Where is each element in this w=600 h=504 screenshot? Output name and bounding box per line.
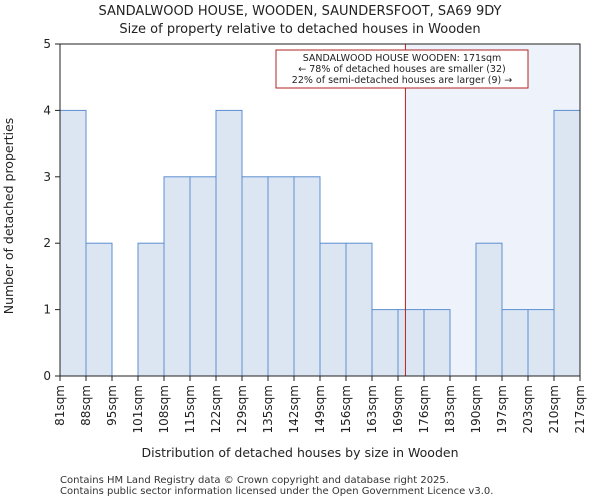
x-tick-label: 210sqm [547, 385, 561, 433]
annotation-frame [275, 49, 529, 89]
x-tick-label: 115sqm [183, 385, 197, 433]
bar-115sqm [189, 176, 217, 377]
x-tick-label: 101sqm [131, 385, 145, 433]
x-tick-label: 156sqm [339, 385, 353, 433]
y-tick-label: 5 [43, 37, 51, 51]
y-tick-label: 4 [43, 103, 51, 117]
y-ticks: 0 1 2 3 4 5 [43, 37, 60, 383]
x-tick-label: 95sqm [105, 385, 119, 426]
y-axis-label: Number of detached properties [1, 118, 16, 315]
x-tick-label: 81sqm [53, 385, 67, 426]
chart-title: SANDALWOOD HOUSE, WOODEN, SAUNDERSFOOT, … [99, 4, 502, 19]
x-tick-label: 197sqm [495, 385, 509, 433]
annotation-line-2: ← 78% of detached houses are smaller (32… [298, 64, 505, 75]
y-tick-label: 2 [43, 236, 51, 250]
bar-149sqm [319, 242, 347, 377]
y-tick-label: 3 [43, 170, 51, 184]
x-tick-label: 203sqm [521, 385, 535, 433]
annotation-box: SANDALWOOD HOUSE WOODEN: 171sqm ← 78% of… [275, 49, 529, 89]
bar-176sqm [423, 309, 451, 377]
x-tick-label: 183sqm [443, 385, 457, 433]
x-tick-label: 122sqm [209, 385, 223, 433]
x-tick-label: 176sqm [417, 385, 431, 433]
x-tick-label: 190sqm [469, 385, 483, 433]
annotation-line-1: SANDALWOOD HOUSE WOODEN: 171sqm [303, 53, 502, 64]
bars-layer [59, 109, 581, 377]
bar-163sqm [371, 309, 399, 377]
footer-line-2: Contains public sector information licen… [60, 486, 493, 497]
x-tick-label: 169sqm [391, 385, 405, 433]
x-tick-label: 129sqm [235, 385, 249, 433]
bar-108sqm [163, 176, 191, 377]
bar-210sqm [553, 109, 581, 377]
bar-190sqm [475, 242, 503, 377]
x-ticks: 81sqm 88sqm 95sqm 101sqm 108sqm 115sqm 122sqm 1… [53, 376, 587, 433]
y-tick-label: 1 [43, 303, 51, 317]
bar-197sqm [501, 309, 529, 377]
x-tick-label: 108sqm [157, 385, 171, 433]
x-tick-label: 217sqm [573, 385, 587, 433]
footer-line-1: Contains HM Land Registry data © Crown c… [60, 475, 449, 486]
bar-129sqm [241, 176, 269, 377]
y-tick-label: 0 [43, 369, 51, 383]
x-tick-label: 135sqm [261, 385, 275, 433]
bar-122sqm [215, 109, 243, 377]
x-tick-label: 149sqm [313, 385, 327, 433]
bar-88sqm [85, 242, 113, 377]
annotation-line-3: 22% of semi-detached houses are larger (… [292, 75, 512, 86]
chart-subtitle: Size of property relative to detached ho… [119, 22, 480, 37]
x-tick-label: 163sqm [365, 385, 379, 433]
bar-203sqm [527, 309, 555, 377]
bar-81sqm [59, 109, 87, 377]
x-tick-label: 142sqm [287, 385, 301, 433]
bar-135sqm [267, 176, 295, 377]
bar-142sqm [293, 176, 321, 377]
bar-101sqm [137, 242, 165, 377]
x-tick-label: 88sqm [79, 385, 93, 426]
bar-169sqm [397, 309, 425, 377]
x-axis-label: Distribution of detached houses by size … [141, 445, 458, 460]
bar-156sqm [345, 242, 373, 377]
